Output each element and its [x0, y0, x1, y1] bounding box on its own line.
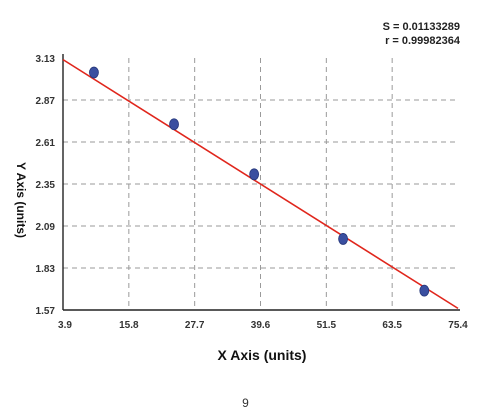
- data-point: [89, 66, 99, 79]
- x-tick-label: 63.5: [382, 320, 402, 331]
- y-tick-labels: 3.13 2.87 2.61 2.35 2.09 1.83 1.57: [36, 54, 56, 317]
- y-tick-label: 2.87: [36, 96, 56, 107]
- y-tick-label: 3.13: [36, 54, 56, 65]
- x-tick-label: 15.8: [119, 320, 139, 331]
- x-tick-label: 3.9: [58, 320, 72, 331]
- data-points: [89, 66, 430, 297]
- x-tick-label: 75.4: [448, 320, 468, 331]
- axes: [62, 54, 460, 311]
- data-point: [169, 118, 179, 131]
- x-tick-label: 51.5: [317, 320, 337, 331]
- x-tick-labels: 3.9 15.8 27.7 39.6 51.5 63.5 75.4: [58, 320, 468, 331]
- y-tick-label: 2.09: [36, 222, 56, 233]
- y-tick-label: 1.57: [36, 306, 56, 317]
- fit-line: [62, 58, 459, 310]
- fit-line-layer: [62, 58, 459, 310]
- grid-lines: [63, 58, 458, 310]
- s-statistic: S = 0.01133289: [383, 21, 460, 33]
- data-point: [249, 168, 260, 181]
- y-tick-label: 2.61: [36, 138, 56, 149]
- x-axis-title: X Axis (units): [218, 347, 307, 363]
- y-axis-title: Y Axis (units): [14, 162, 28, 238]
- data-point: [419, 284, 430, 297]
- y-tick-label: 1.83: [36, 264, 56, 275]
- data-point: [338, 233, 348, 245]
- x-tick-label: 27.7: [185, 320, 205, 331]
- page-number: 9: [242, 396, 249, 410]
- y-tick-label: 2.35: [36, 180, 56, 191]
- r-statistic: r = 0.99982364: [385, 35, 461, 47]
- x-tick-label: 39.6: [251, 320, 271, 331]
